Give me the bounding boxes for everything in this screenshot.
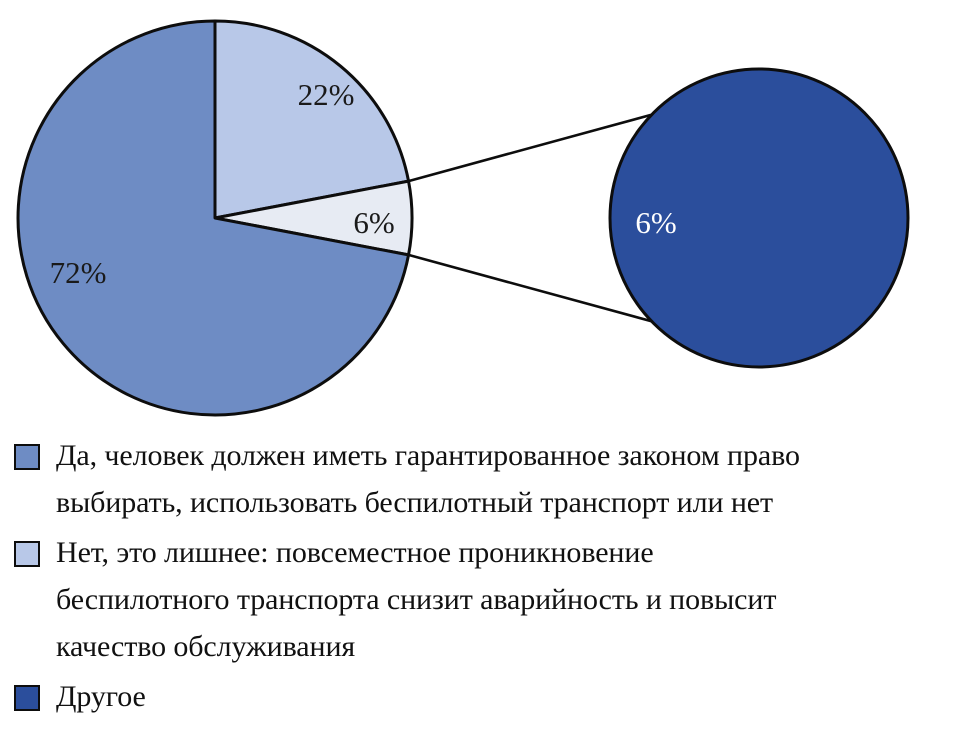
callout-line-top <box>408 107 673 183</box>
pie-label-6: 6% <box>353 205 394 240</box>
legend-item-da[interactable]: Да, человек должен иметь гарантированное… <box>0 432 963 526</box>
pie-label-72: 72% <box>50 255 107 290</box>
legend-swatch-da <box>14 444 40 470</box>
pie-chart-canvas: 72% 22% 6% 6% <box>16 19 910 417</box>
legend-label-drugoe: Другое <box>56 680 146 713</box>
detail-label-6: 6% <box>635 205 676 240</box>
callout-line-bottom <box>408 253 673 329</box>
callout-connector-lines <box>408 107 673 329</box>
main-pie <box>16 19 414 417</box>
legend-swatch-net <box>14 541 40 567</box>
legend-item-net[interactable]: Нет, это лишнее: повсеместное проникнове… <box>0 529 963 670</box>
legend-item-drugoe[interactable]: Другое <box>0 673 963 720</box>
legend-label-net: Нет, это лишнее: повсеместное проникнове… <box>56 536 777 663</box>
pie-slice-net[interactable] <box>213 19 411 220</box>
chart-plot-area: 72% 22% 6% 6% <box>16 19 910 417</box>
chart-legend: Да, человек должен иметь гарантированное… <box>0 432 963 723</box>
exploded-detail-circle[interactable] <box>608 67 910 369</box>
detail-circle-shape[interactable] <box>608 67 910 369</box>
pie-label-22: 22% <box>298 77 355 112</box>
pie-slice-da[interactable] <box>16 19 411 417</box>
legend-label-da: Да, человек должен иметь гарантированное… <box>56 439 800 519</box>
legend-swatch-drugoe <box>14 685 40 711</box>
